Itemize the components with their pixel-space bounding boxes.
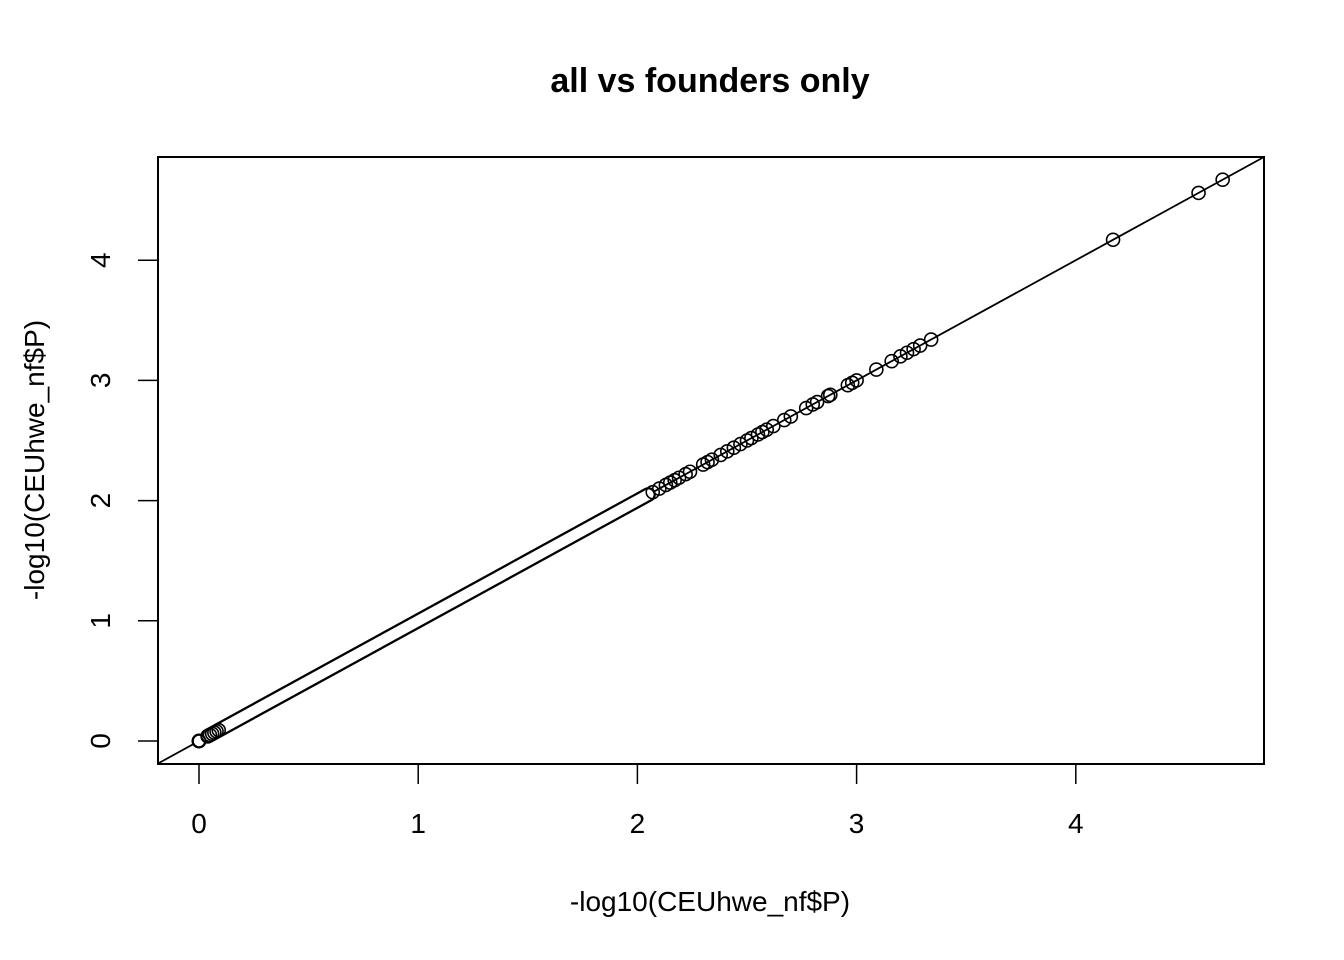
y-tick-label: 2 [85,493,116,509]
data-point [211,722,227,738]
y-axis: 0 1 2 3 4 [85,252,159,749]
data-point [766,418,781,434]
x-tick-label: 1 [410,808,426,839]
y-tick-label: 3 [85,373,116,389]
y-tick-label: 1 [85,613,116,629]
data-point [1215,172,1230,187]
data-point [783,409,799,424]
data-point [884,353,899,369]
data-point [682,464,698,480]
data-point [1105,232,1121,248]
data-point [809,394,825,410]
x-tick-label: 3 [849,808,865,839]
dense-point-run-inner [202,489,654,742]
x-tick-label: 0 [191,808,207,839]
data-point [704,452,720,468]
x-tick-label: 4 [1068,808,1084,839]
y-axis-label: -log10(CEUhwe_nf$P) [19,320,50,600]
data-point [1191,185,1206,201]
chart-title: all vs founders only [550,62,869,100]
y-tick-label: 0 [85,733,116,749]
data-point [849,373,864,388]
data-point [869,362,884,377]
data-point [822,387,838,403]
x-axis: 0 1 2 3 4 [191,763,1084,839]
x-axis-label: -log10(CEUhwe_nf$P) [570,886,850,917]
data-points [191,172,1230,749]
x-tick-label: 2 [630,808,646,839]
data-point [191,733,207,749]
data-point [912,338,928,353]
y-tick-label: 4 [85,252,116,268]
data-point [923,332,939,347]
